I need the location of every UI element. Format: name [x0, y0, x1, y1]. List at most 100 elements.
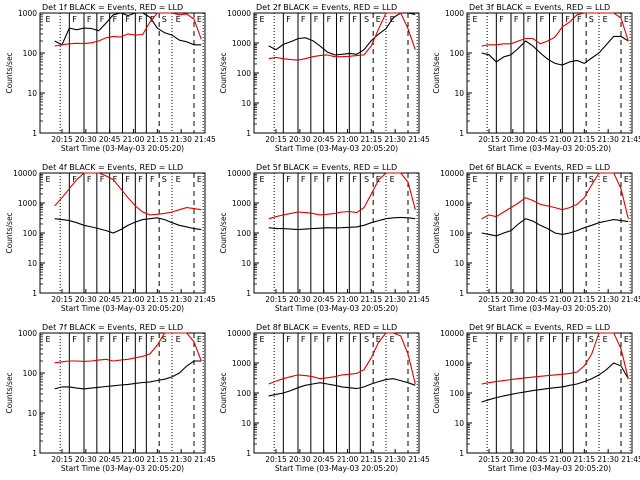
y-tick-label: 1 [459, 129, 464, 138]
segment-marker: F [301, 15, 306, 24]
x-tick-label: 21:15 [361, 455, 383, 464]
series-events-line [481, 218, 629, 237]
x-tick-label: 21:30 [170, 455, 192, 464]
segment-marker: S [589, 15, 594, 24]
x-tick-label: 20:15 [51, 455, 73, 464]
x-tick-label: 21:45 [621, 135, 640, 144]
chart-title: Det 7f BLACK = Events, RED = LLD [42, 323, 183, 332]
y-axis-label: Counts/sec [432, 372, 441, 413]
x-tick-label: 20:45 [313, 135, 335, 144]
y-tick-label: 1000 [445, 9, 464, 18]
y-tick-label: 100 [23, 369, 38, 378]
segment-marker: F [113, 15, 118, 24]
x-tick-label: 20:45 [99, 455, 121, 464]
segment-marker: F [499, 175, 504, 184]
segment-marker: F [352, 175, 357, 184]
chart-panel-6: Det 6f BLACK = Events, RED = LLD 1 10 100 10… [432, 163, 640, 313]
x-tick-label: 21:30 [384, 295, 406, 304]
y-tick-label: 1 [246, 449, 251, 458]
x-tick-label: 21:45 [194, 295, 216, 304]
x-tick-label: 21:00 [337, 295, 359, 304]
segment-marker: F [540, 15, 545, 24]
segment-marker: F [540, 335, 545, 344]
segment-marker: E [46, 175, 51, 184]
y-tick-label: 100 [450, 389, 465, 398]
chart-title: Det 2f BLACK = Events, RED = LLD [256, 3, 397, 12]
x-tick-label: 20:45 [313, 455, 335, 464]
chart-panel-2: Det 2f BLACK = Events, RED = LLD 1 10 100 10… [219, 3, 430, 153]
x-tick-label: 20:30 [502, 135, 524, 144]
segment-marker: F [314, 335, 319, 344]
series-events-line [268, 378, 416, 397]
segment-marker: S [589, 175, 594, 184]
x-tick-label: 20:15 [265, 135, 287, 144]
x-tick-label: 21:45 [408, 455, 430, 464]
segment-marker: E [473, 335, 478, 344]
series-events-line [481, 35, 629, 66]
segment-marker: F [514, 15, 519, 24]
x-tick-label: 20:30 [75, 295, 97, 304]
segment-marker: F [125, 175, 130, 184]
chart-panel-5: Det 5f BLACK = Events, RED = LLD 1 10 100 10… [219, 163, 430, 313]
segment-marker: E [197, 175, 202, 184]
y-tick-label: 10000 [227, 329, 251, 338]
x-tick-label: 21:00 [123, 455, 145, 464]
segment-marker: E [473, 15, 478, 24]
x-tick-label: 20:15 [478, 135, 500, 144]
segment-marker: F [540, 175, 545, 184]
y-tick-label: 100 [450, 229, 465, 238]
segment-marker: F [499, 335, 504, 344]
y-tick-label: 1000 [445, 359, 464, 368]
segment-marker: E [376, 15, 381, 24]
segment-marker: E [46, 15, 51, 24]
segment-marker: F [150, 335, 155, 344]
y-tick-label: 10 [454, 259, 464, 268]
chart-title: Det 6f BLACK = Events, RED = LLD [469, 163, 610, 172]
x-tick-label: 20:30 [289, 295, 311, 304]
y-axis-label: Counts/sec [219, 372, 228, 413]
chart-panel-9: Det 9f BLACK = Events, RED = LLD 1 10 100 10… [432, 323, 640, 473]
segment-marker: E [473, 175, 478, 184]
x-axis-label: Start Time (03-May-03 20:05:20) [275, 304, 398, 313]
y-tick-label: 1000 [232, 359, 251, 368]
segment-marker: S [162, 175, 167, 184]
x-tick-label: 21:00 [123, 295, 145, 304]
segment-marker: E [624, 175, 629, 184]
series-events-line [481, 362, 629, 403]
segment-marker: E [176, 335, 181, 344]
x-tick-label: 21:45 [408, 295, 430, 304]
y-tick-label: 10 [27, 259, 37, 268]
segment-marker: E [603, 175, 608, 184]
y-tick-label: 1000 [232, 39, 251, 48]
y-tick-label: 10 [27, 89, 37, 98]
x-tick-label: 21:30 [170, 295, 192, 304]
chart-panel-3: Det 3f BLACK = Events, RED = LLD 1 10 100 10… [432, 3, 640, 153]
y-axis-label: Counts/sec [5, 212, 14, 253]
series-events-line [268, 216, 416, 231]
y-tick-label: 10 [241, 99, 251, 108]
x-tick-label: 20:30 [289, 455, 311, 464]
segment-marker: F [352, 15, 357, 24]
segment-marker: F [72, 175, 77, 184]
y-axis-label: Counts/sec [432, 52, 441, 93]
segment-marker: F [327, 175, 332, 184]
series-events-line [268, 12, 416, 56]
x-tick-label: 21:30 [170, 135, 192, 144]
chart-title: Det 1f BLACK = Events, RED = LLD [42, 3, 183, 12]
x-tick-label: 20:30 [289, 135, 311, 144]
segment-marker: F [339, 335, 344, 344]
segment-marker: S [589, 335, 594, 344]
chart-title: Det 8f BLACK = Events, RED = LLD [256, 323, 397, 332]
x-axis-label: Start Time (03-May-03 20:05:20) [61, 464, 184, 473]
series-events-line [54, 217, 202, 234]
segment-marker: F [314, 175, 319, 184]
y-tick-label: 100 [237, 229, 252, 238]
x-tick-label: 21:15 [574, 455, 596, 464]
segment-marker: E [46, 335, 51, 344]
x-tick-label: 21:15 [147, 455, 169, 464]
y-tick-label: 1000 [18, 329, 37, 338]
segment-marker: F [514, 335, 519, 344]
segment-marker: F [565, 335, 570, 344]
segment-marker: S [364, 15, 369, 24]
